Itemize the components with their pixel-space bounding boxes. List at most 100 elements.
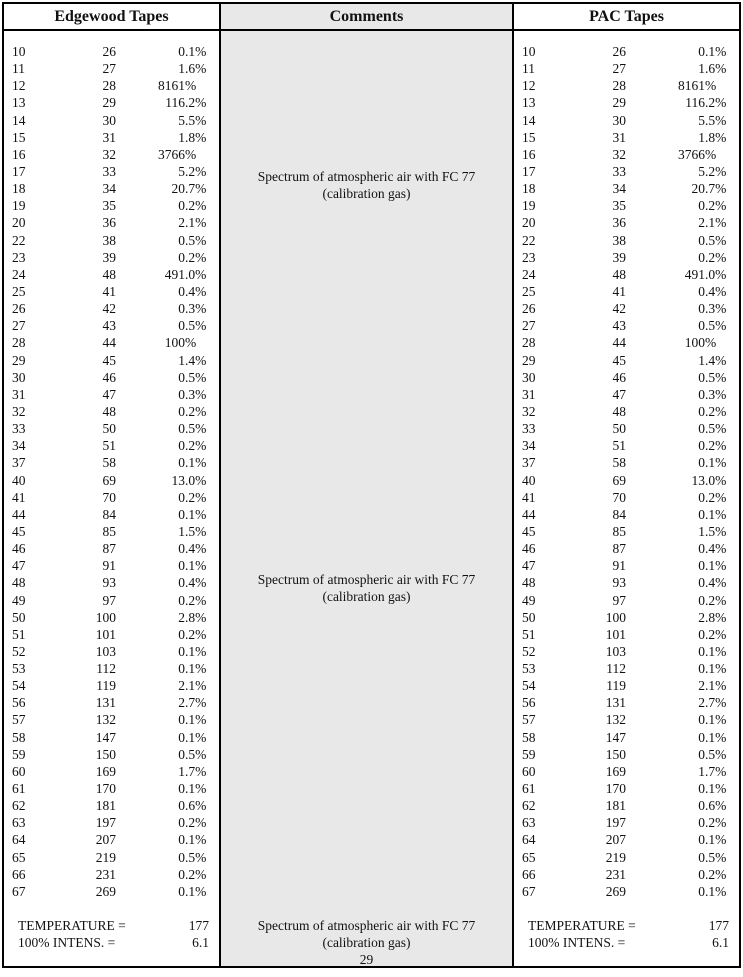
row-index: 30 [12, 369, 26, 385]
row-percent: 0.1% [698, 661, 727, 677]
row-index: 67 [12, 883, 26, 899]
comment-line: Spectrum of atmospheric air with FC 77 [257, 572, 476, 587]
table-row: 14 30 5.5% [12, 112, 211, 129]
table-row: 24 48 491.0% [522, 266, 731, 283]
row-index: 30 [522, 369, 536, 385]
table-row: 28 44 100% [12, 334, 211, 351]
comment-line: Spectrum of atmospheric air with FC 77 [257, 169, 476, 184]
row-index: 53 [522, 661, 536, 677]
table-row: 64 207 0.1% [522, 831, 731, 848]
row-index: 67 [522, 883, 536, 899]
row-mass: 34 [102, 181, 117, 197]
table-row: 20 36 2.1% [12, 214, 211, 231]
row-percent: 8161% [158, 78, 197, 94]
row-mass: 170 [605, 781, 626, 797]
row-percent: 0.5% [178, 369, 207, 385]
row-index: 60 [522, 763, 536, 779]
row-percent: 0.1% [698, 832, 727, 848]
row-mass: 58 [102, 455, 117, 471]
row-index: 22 [12, 232, 26, 248]
table-row: 48 93 0.4% [12, 574, 211, 591]
table-row: 12 28 8161% [12, 77, 211, 94]
column-edgewood-tapes: Edgewood Tapes 10 26 0.1% 11 27 1.6% 12 … [4, 4, 219, 966]
row-mass: 97 [102, 592, 117, 608]
row-mass: 101 [95, 626, 116, 642]
row-percent: 0.2% [178, 438, 207, 454]
row-mass: 150 [605, 746, 626, 762]
row-mass: 197 [605, 815, 626, 831]
row-percent: 0.5% [698, 318, 727, 334]
row-percent: 0.2% [178, 815, 207, 831]
row-index: 32 [522, 403, 536, 419]
row-percent: 116.2% [165, 95, 207, 111]
row-mass: 181 [605, 798, 626, 814]
row-mass: 38 [102, 232, 117, 248]
intensity-value: 6.1 [712, 935, 729, 951]
comment-line: (calibration gas) [322, 186, 411, 201]
row-percent: 0.5% [698, 746, 727, 762]
row-index: 46 [522, 541, 536, 557]
row-index: 65 [12, 849, 26, 865]
row-mass: 44 [612, 335, 627, 351]
row-percent: 0.2% [698, 866, 727, 882]
table-row: 53 112 0.1% [522, 660, 731, 677]
row-index: 24 [12, 266, 26, 282]
row-percent: 0.1% [698, 883, 727, 899]
table-row: 67 269 0.1% [522, 883, 731, 900]
row-index: 47 [522, 558, 536, 574]
row-mass: 29 [612, 95, 627, 111]
row-index: 15 [522, 129, 536, 145]
table-row: 31 47 0.3% [522, 386, 731, 403]
table-row: 61 170 0.1% [12, 780, 211, 797]
row-index: 56 [522, 695, 536, 711]
table-row: 58 147 0.1% [12, 729, 211, 746]
row-mass: 32 [102, 146, 117, 162]
row-index: 58 [12, 729, 26, 745]
row-mass: 131 [95, 695, 116, 711]
row-percent: 0.1% [178, 832, 207, 848]
row-index: 45 [12, 523, 26, 539]
row-percent: 0.1% [698, 712, 727, 728]
temperature-label: TEMPERATURE = [18, 918, 126, 934]
intensity-row: 100% INTENS. = 6.1 [12, 934, 211, 951]
table-row: 12 28 8161% [522, 77, 731, 94]
row-index: 40 [522, 472, 536, 488]
table-row: 60 169 1.7% [12, 763, 211, 780]
row-mass: 42 [612, 301, 627, 317]
table-row: 44 84 0.1% [522, 506, 731, 523]
row-index: 23 [12, 249, 26, 265]
table-row: 41 70 0.2% [522, 489, 731, 506]
row-mass: 58 [612, 455, 627, 471]
row-mass: 34 [612, 181, 627, 197]
table-row: 25 41 0.4% [522, 283, 731, 300]
comments-header: Comments [221, 4, 512, 31]
row-percent: 0.2% [178, 403, 207, 419]
table-row: 59 150 0.5% [522, 746, 731, 763]
row-percent: 2.1% [178, 678, 207, 694]
row-percent: 0.1% [178, 729, 207, 745]
row-index: 11 [522, 61, 535, 77]
table-row: 65 219 0.5% [522, 849, 731, 866]
row-index: 34 [522, 438, 536, 454]
row-percent: 0.1% [698, 44, 727, 59]
row-percent: 2.1% [698, 678, 727, 694]
row-mass: 44 [102, 335, 117, 351]
table-row: 28 44 100% [522, 334, 731, 351]
edgewood-footer: TEMPERATURE = 177 100% INTENS. = 6.1 [12, 917, 211, 951]
row-mass: 91 [612, 558, 627, 574]
row-percent: 0.1% [698, 729, 727, 745]
row-percent: 0.1% [178, 455, 207, 471]
row-index: 28 [12, 335, 26, 351]
table-row: 50 100 2.8% [12, 609, 211, 626]
row-mass: 103 [95, 643, 116, 659]
row-percent: 0.1% [698, 781, 727, 797]
row-index: 54 [12, 678, 26, 694]
row-mass: 103 [605, 643, 626, 659]
row-index: 52 [12, 643, 26, 659]
table-row: 54 119 2.1% [522, 677, 731, 694]
row-index: 48 [12, 575, 26, 591]
row-index: 13 [12, 95, 26, 111]
table-row: 11 27 1.6% [522, 60, 731, 77]
row-index: 28 [522, 335, 536, 351]
